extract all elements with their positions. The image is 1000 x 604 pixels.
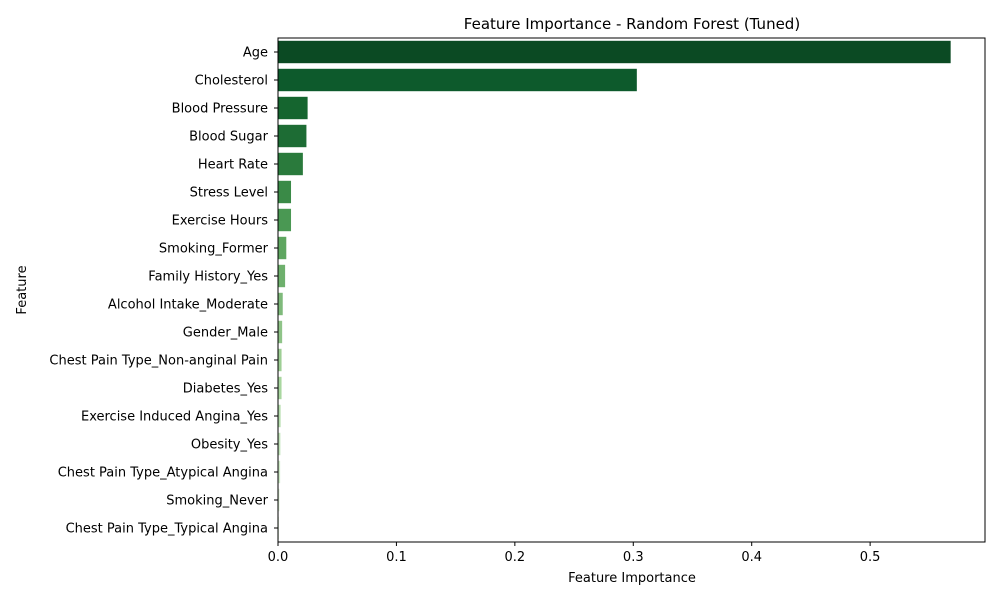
y-tick-label: Gender_Male [183, 326, 268, 341]
bar [278, 432, 281, 456]
y-tick-label: Cholesterol [195, 74, 268, 89]
y-tick-labels: Age Cholesterol Blood Pressure Blood Sugar H… [49, 46, 278, 537]
bar [278, 292, 283, 316]
bar [278, 208, 292, 232]
x-tick-label: 0.1 [386, 550, 407, 565]
y-tick-label: Blood Pressure [172, 102, 268, 117]
y-tick-label: Smoking_Never [166, 494, 268, 509]
y-tick-label: Alcohol Intake_Moderate [108, 298, 268, 313]
y-tick-label: Age [243, 46, 268, 61]
bar [278, 40, 951, 64]
y-tick-label: Obesity_Yes [191, 438, 268, 453]
bar [278, 376, 282, 400]
bar [278, 264, 286, 288]
y-tick-label: Chest Pain Type_Atypical Angina [58, 466, 268, 481]
bar [278, 152, 303, 176]
y-tick-label: Diabetes_Yes [183, 382, 268, 397]
bar [278, 488, 280, 512]
y-tick-label: Family History_Yes [148, 270, 268, 285]
chart-title: Feature Importance - Random Forest (Tune… [464, 15, 800, 33]
y-tick-label: Exercise Hours [172, 214, 269, 229]
y-tick-label: Heart Rate [198, 158, 268, 173]
bar [278, 124, 307, 148]
x-tick-label: 0.2 [505, 550, 526, 565]
y-tick-label: Chest Pain Type_Typical Angina [66, 522, 268, 537]
bar [278, 404, 281, 428]
y-tick-label: Chest Pain Type_Non-anginal Pain [49, 354, 268, 369]
x-tick-label: 0.3 [623, 550, 644, 565]
bar [278, 348, 282, 372]
y-axis-label: Feature [15, 265, 30, 314]
y-tick-label: Blood Sugar [189, 130, 269, 145]
x-ticks: 0.0 0.1 0.2 0.3 0.4 0.5 [268, 542, 881, 565]
y-tick-label: Exercise Induced Angina_Yes [81, 410, 268, 425]
y-tick-label: Smoking_Former [159, 242, 269, 257]
bar [278, 68, 637, 92]
bars-group [278, 40, 951, 540]
bar [278, 460, 281, 484]
x-tick-label: 0.4 [741, 550, 762, 565]
x-tick-label: 0.0 [268, 550, 289, 565]
bar [278, 236, 287, 260]
x-tick-label: 0.5 [860, 550, 881, 565]
x-axis-label: Feature Importance [568, 571, 696, 586]
bar [278, 180, 292, 204]
plot-frame [277, 37, 986, 543]
bar [278, 320, 283, 344]
bar [278, 96, 308, 120]
y-tick-label: Stress Level [190, 186, 268, 201]
